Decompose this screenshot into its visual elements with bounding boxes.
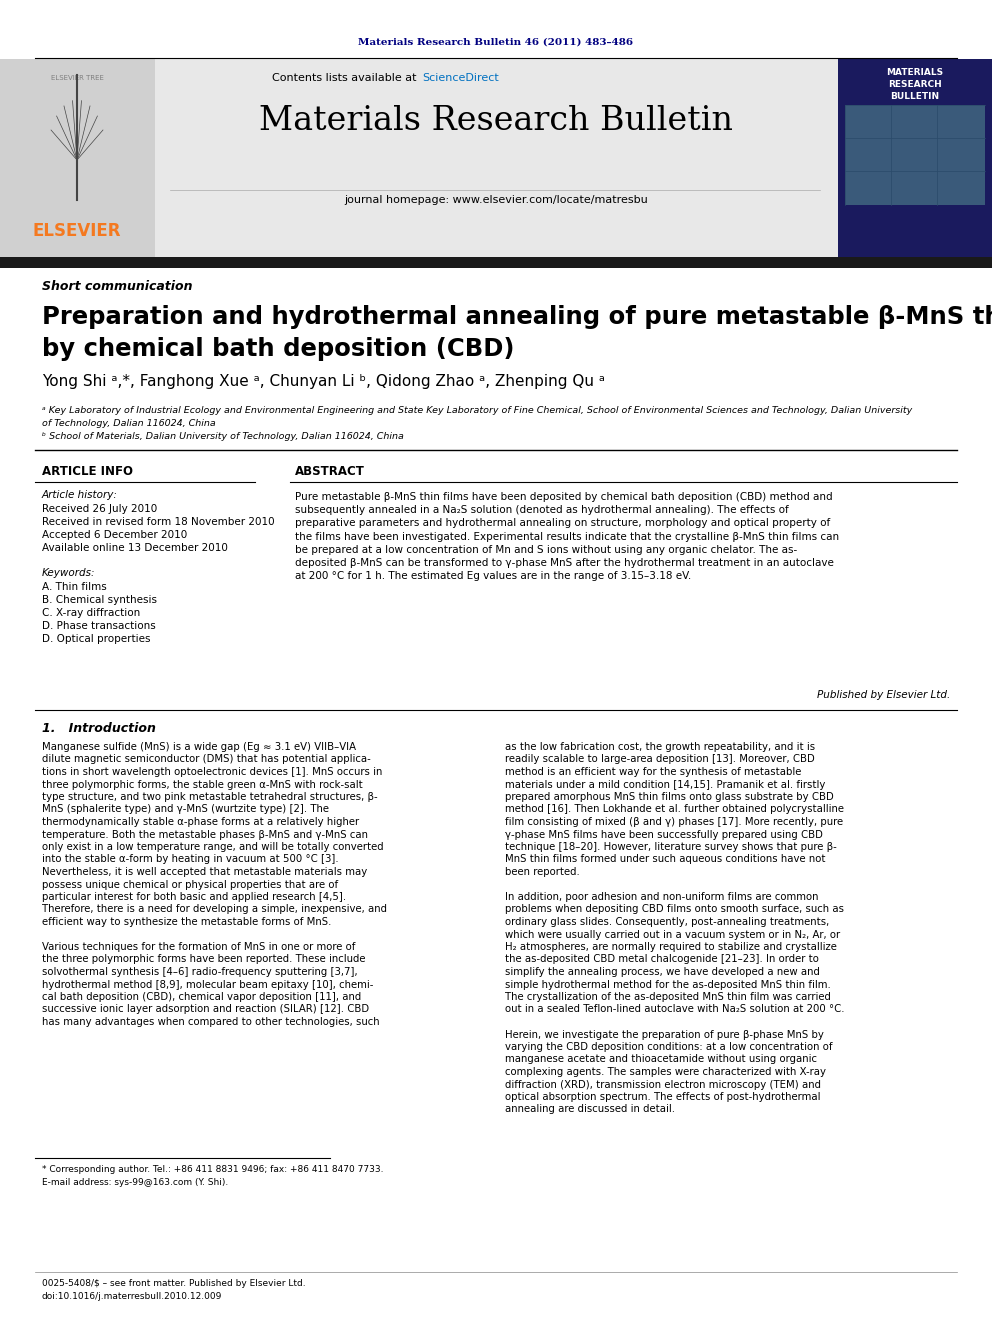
Text: the films have been investigated. Experimental results indicate that the crystal: the films have been investigated. Experi… (295, 532, 839, 541)
Text: annealing are discussed in detail.: annealing are discussed in detail. (505, 1105, 675, 1114)
Text: In addition, poor adhesion and non-uniform films are common: In addition, poor adhesion and non-unifo… (505, 892, 818, 902)
Text: method [16]. Then Lokhande et al. further obtained polycrystalline: method [16]. Then Lokhande et al. furthe… (505, 804, 844, 815)
Text: Preparation and hydrothermal annealing of pure metastable β-MnS thin films: Preparation and hydrothermal annealing o… (42, 306, 992, 329)
Text: be prepared at a low concentration of Mn and S ions without using any organic ch: be prepared at a low concentration of Mn… (295, 545, 798, 554)
Text: has many advantages when compared to other technologies, such: has many advantages when compared to oth… (42, 1017, 380, 1027)
Text: Materials Research Bulletin 46 (2011) 483–486: Materials Research Bulletin 46 (2011) 48… (358, 38, 634, 48)
Text: type structure, and two pink metastable tetrahedral structures, β-: type structure, and two pink metastable … (42, 792, 378, 802)
Text: tions in short wavelength optoelectronic devices [1]. MnS occurs in: tions in short wavelength optoelectronic… (42, 767, 382, 777)
Text: simple hydrothermal method for the as-deposited MnS thin film.: simple hydrothermal method for the as-de… (505, 979, 830, 990)
Text: three polymorphic forms, the stable green α-MnS with rock-salt: three polymorphic forms, the stable gree… (42, 779, 363, 790)
Text: Pure metastable β-MnS thin films have been deposited by chemical bath deposition: Pure metastable β-MnS thin films have be… (295, 492, 832, 501)
Text: Keywords:: Keywords: (42, 568, 95, 578)
Text: journal homepage: www.elsevier.com/locate/matresbu: journal homepage: www.elsevier.com/locat… (344, 194, 648, 205)
Text: complexing agents. The samples were characterized with X-ray: complexing agents. The samples were char… (505, 1068, 826, 1077)
Text: subsequently annealed in a Na₂S solution (denoted as hydrothermal annealing). Th: subsequently annealed in a Na₂S solution… (295, 505, 789, 515)
Text: E-mail address: sys-99@163.com (Y. Shi).: E-mail address: sys-99@163.com (Y. Shi). (42, 1177, 228, 1187)
Text: readily scalable to large-area deposition [13]. Moreover, CBD: readily scalable to large-area depositio… (505, 754, 814, 765)
Text: * Corresponding author. Tel.: +86 411 8831 9496; fax: +86 411 8470 7733.: * Corresponding author. Tel.: +86 411 88… (42, 1166, 384, 1174)
Text: possess unique chemical or physical properties that are of: possess unique chemical or physical prop… (42, 880, 338, 889)
Text: 1.   Introduction: 1. Introduction (42, 722, 156, 736)
Text: MnS (sphalerite type) and γ-MnS (wurtzite type) [2]. The: MnS (sphalerite type) and γ-MnS (wurtzit… (42, 804, 329, 815)
Text: manganese acetate and thioacetamide without using organic: manganese acetate and thioacetamide with… (505, 1054, 817, 1065)
Text: Yong Shi ᵃ,*, Fanghong Xue ᵃ, Chunyan Li ᵇ, Qidong Zhao ᵃ, Zhenping Qu ᵃ: Yong Shi ᵃ,*, Fanghong Xue ᵃ, Chunyan Li… (42, 374, 605, 389)
Text: thermodynamically stable α-phase forms at a relatively higher: thermodynamically stable α-phase forms a… (42, 818, 359, 827)
Text: cal bath deposition (CBD), chemical vapor deposition [11], and: cal bath deposition (CBD), chemical vapo… (42, 992, 361, 1002)
Text: of Technology, Dalian 116024, China: of Technology, Dalian 116024, China (42, 419, 215, 429)
Text: materials under a mild condition [14,15]. Pramanik et al. firstly: materials under a mild condition [14,15]… (505, 779, 825, 790)
Text: the three polymorphic forms have been reported. These include: the three polymorphic forms have been re… (42, 954, 365, 964)
Text: which were usually carried out in a vacuum system or in N₂, Ar, or: which were usually carried out in a vacu… (505, 930, 840, 939)
Text: Herein, we investigate the preparation of pure β-phase MnS by: Herein, we investigate the preparation o… (505, 1029, 824, 1040)
Text: The crystallization of the as-deposited MnS thin film was carried: The crystallization of the as-deposited … (505, 992, 831, 1002)
Text: prepared amorphous MnS thin films onto glass substrate by CBD: prepared amorphous MnS thin films onto g… (505, 792, 833, 802)
Text: ELSEVIER: ELSEVIER (33, 222, 121, 239)
Text: successive ionic layer adsorption and reaction (SILAR) [12]. CBD: successive ionic layer adsorption and re… (42, 1004, 369, 1015)
Text: Published by Elsevier Ltd.: Published by Elsevier Ltd. (816, 691, 950, 700)
Text: ᵇ School of Materials, Dalian University of Technology, Dalian 116024, China: ᵇ School of Materials, Dalian University… (42, 433, 404, 441)
Text: by chemical bath deposition (CBD): by chemical bath deposition (CBD) (42, 337, 515, 361)
Text: problems when depositing CBD films onto smooth surface, such as: problems when depositing CBD films onto … (505, 905, 844, 914)
Bar (0, 60, 992, 257)
Text: only exist in a low temperature range, and will be totally converted: only exist in a low temperature range, a… (42, 841, 384, 852)
Text: Various techniques for the formation of MnS in one or more of: Various techniques for the formation of … (42, 942, 355, 953)
Text: Nevertheless, it is well accepted that metastable materials may: Nevertheless, it is well accepted that m… (42, 867, 367, 877)
Text: the as-deposited CBD metal chalcogenide [21–23]. In order to: the as-deposited CBD metal chalcogenide … (505, 954, 818, 964)
Text: technique [18–20]. However, literature survey shows that pure β-: technique [18–20]. However, literature s… (505, 841, 836, 852)
Text: D. Phase transactions: D. Phase transactions (42, 620, 156, 631)
Bar (0, 257, 992, 269)
Text: D. Optical properties: D. Optical properties (42, 634, 151, 644)
Text: ScienceDirect: ScienceDirect (422, 73, 499, 83)
Text: hydrothermal method [8,9], molecular beam epitaxy [10], chemi-: hydrothermal method [8,9], molecular bea… (42, 979, 373, 990)
Text: diffraction (XRD), transmission electron microscopy (TEM) and: diffraction (XRD), transmission electron… (505, 1080, 821, 1090)
Text: varying the CBD deposition conditions: at a low concentration of: varying the CBD deposition conditions: a… (505, 1043, 832, 1052)
Bar (838, 60, 992, 257)
Text: deposited β-MnS can be transformed to γ-phase MnS after the hydrothermal treatme: deposited β-MnS can be transformed to γ-… (295, 558, 834, 568)
Text: Therefore, there is a need for developing a simple, inexpensive, and: Therefore, there is a need for developin… (42, 905, 387, 914)
Text: as the low fabrication cost, the growth repeatability, and it is: as the low fabrication cost, the growth … (505, 742, 815, 751)
Text: Received 26 July 2010: Received 26 July 2010 (42, 504, 158, 515)
Text: ordinary glass slides. Consequently, post-annealing treatments,: ordinary glass slides. Consequently, pos… (505, 917, 829, 927)
Bar (845, 105, 985, 205)
Text: solvothermal synthesis [4–6] radio-frequency sputtering [3,7],: solvothermal synthesis [4–6] radio-frequ… (42, 967, 358, 976)
Text: Materials Research Bulletin: Materials Research Bulletin (259, 105, 733, 138)
Text: MnS thin films formed under such aqueous conditions have not: MnS thin films formed under such aqueous… (505, 855, 825, 864)
Text: H₂ atmospheres, are normally required to stabilize and crystallize: H₂ atmospheres, are normally required to… (505, 942, 837, 953)
Text: Short communication: Short communication (42, 280, 192, 292)
Text: Available online 13 December 2010: Available online 13 December 2010 (42, 542, 228, 553)
Text: out in a sealed Teflon-lined autoclave with Na₂S solution at 200 °C.: out in a sealed Teflon-lined autoclave w… (505, 1004, 844, 1015)
Text: dilute magnetic semiconductor (DMS) that has potential applica-: dilute magnetic semiconductor (DMS) that… (42, 754, 371, 765)
Text: been reported.: been reported. (505, 867, 579, 877)
Text: A. Thin films: A. Thin films (42, 582, 107, 591)
Text: ELSEVIER TREE: ELSEVIER TREE (51, 75, 103, 81)
Text: ARTICLE INFO: ARTICLE INFO (42, 464, 133, 478)
Text: at 200 °C for 1 h. The estimated Eg values are in the range of 3.15–3.18 eV.: at 200 °C for 1 h. The estimated Eg valu… (295, 572, 691, 581)
Text: simplify the annealing process, we have developed a new and: simplify the annealing process, we have … (505, 967, 819, 976)
Text: method is an efficient way for the synthesis of metastable: method is an efficient way for the synth… (505, 767, 802, 777)
Text: ABSTRACT: ABSTRACT (295, 464, 365, 478)
Bar (0, 60, 155, 257)
Text: Article history:: Article history: (42, 490, 118, 500)
Text: efficient way to synthesize the metastable forms of MnS.: efficient way to synthesize the metastab… (42, 917, 331, 927)
Text: doi:10.1016/j.materresbull.2010.12.009: doi:10.1016/j.materresbull.2010.12.009 (42, 1293, 222, 1301)
Text: C. X-ray diffraction: C. X-ray diffraction (42, 609, 140, 618)
Text: MATERIALS
RESEARCH
BULLETIN: MATERIALS RESEARCH BULLETIN (887, 67, 943, 101)
Text: B. Chemical synthesis: B. Chemical synthesis (42, 595, 157, 605)
Text: Manganese sulfide (MnS) is a wide gap (Eg ≈ 3.1 eV) VIIB–VIA: Manganese sulfide (MnS) is a wide gap (E… (42, 742, 356, 751)
Text: into the stable α-form by heating in vacuum at 500 °C [3].: into the stable α-form by heating in vac… (42, 855, 338, 864)
Text: film consisting of mixed (β and γ) phases [17]. More recently, pure: film consisting of mixed (β and γ) phase… (505, 818, 843, 827)
Text: ᵃ Key Laboratory of Industrial Ecology and Environmental Engineering and State K: ᵃ Key Laboratory of Industrial Ecology a… (42, 406, 913, 415)
Text: preparative parameters and hydrothermal annealing on structure, morphology and o: preparative parameters and hydrothermal … (295, 519, 830, 528)
Text: γ-phase MnS films have been successfully prepared using CBD: γ-phase MnS films have been successfully… (505, 830, 823, 840)
Text: particular interest for both basic and applied research [4,5].: particular interest for both basic and a… (42, 892, 346, 902)
Text: optical absorption spectrum. The effects of post-hydrothermal: optical absorption spectrum. The effects… (505, 1091, 820, 1102)
Text: temperature. Both the metastable phases β-MnS and γ-MnS can: temperature. Both the metastable phases … (42, 830, 368, 840)
Text: Accepted 6 December 2010: Accepted 6 December 2010 (42, 531, 187, 540)
Text: 0025-5408/$ – see front matter. Published by Elsevier Ltd.: 0025-5408/$ – see front matter. Publishe… (42, 1279, 306, 1289)
Text: Received in revised form 18 November 2010: Received in revised form 18 November 201… (42, 517, 275, 527)
Text: Contents lists available at: Contents lists available at (272, 73, 420, 83)
